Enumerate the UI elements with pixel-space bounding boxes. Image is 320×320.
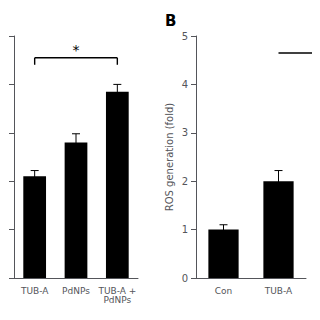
svg-text:2: 2	[182, 176, 188, 187]
svg-text:0: 0	[182, 273, 188, 284]
svg-text:PdNPs: PdNPs	[103, 295, 131, 305]
svg-text:TUB-A: TUB-A	[20, 286, 49, 296]
svg-text:ROS generation (fold): ROS generation (fold)	[164, 103, 175, 212]
svg-text:PdNPs: PdNPs	[62, 286, 90, 296]
svg-text:TUB-A: TUB-A	[264, 286, 293, 296]
svg-text:1: 1	[182, 224, 188, 235]
svg-text:B: B	[165, 12, 176, 30]
svg-text:TUB-A +: TUB-A +	[98, 285, 137, 296]
svg-text:5: 5	[182, 31, 188, 42]
svg-text:3: 3	[182, 127, 188, 138]
svg-text:Con: Con	[215, 286, 233, 296]
svg-text:4: 4	[182, 79, 188, 90]
svg-text:*: *	[73, 42, 80, 58]
